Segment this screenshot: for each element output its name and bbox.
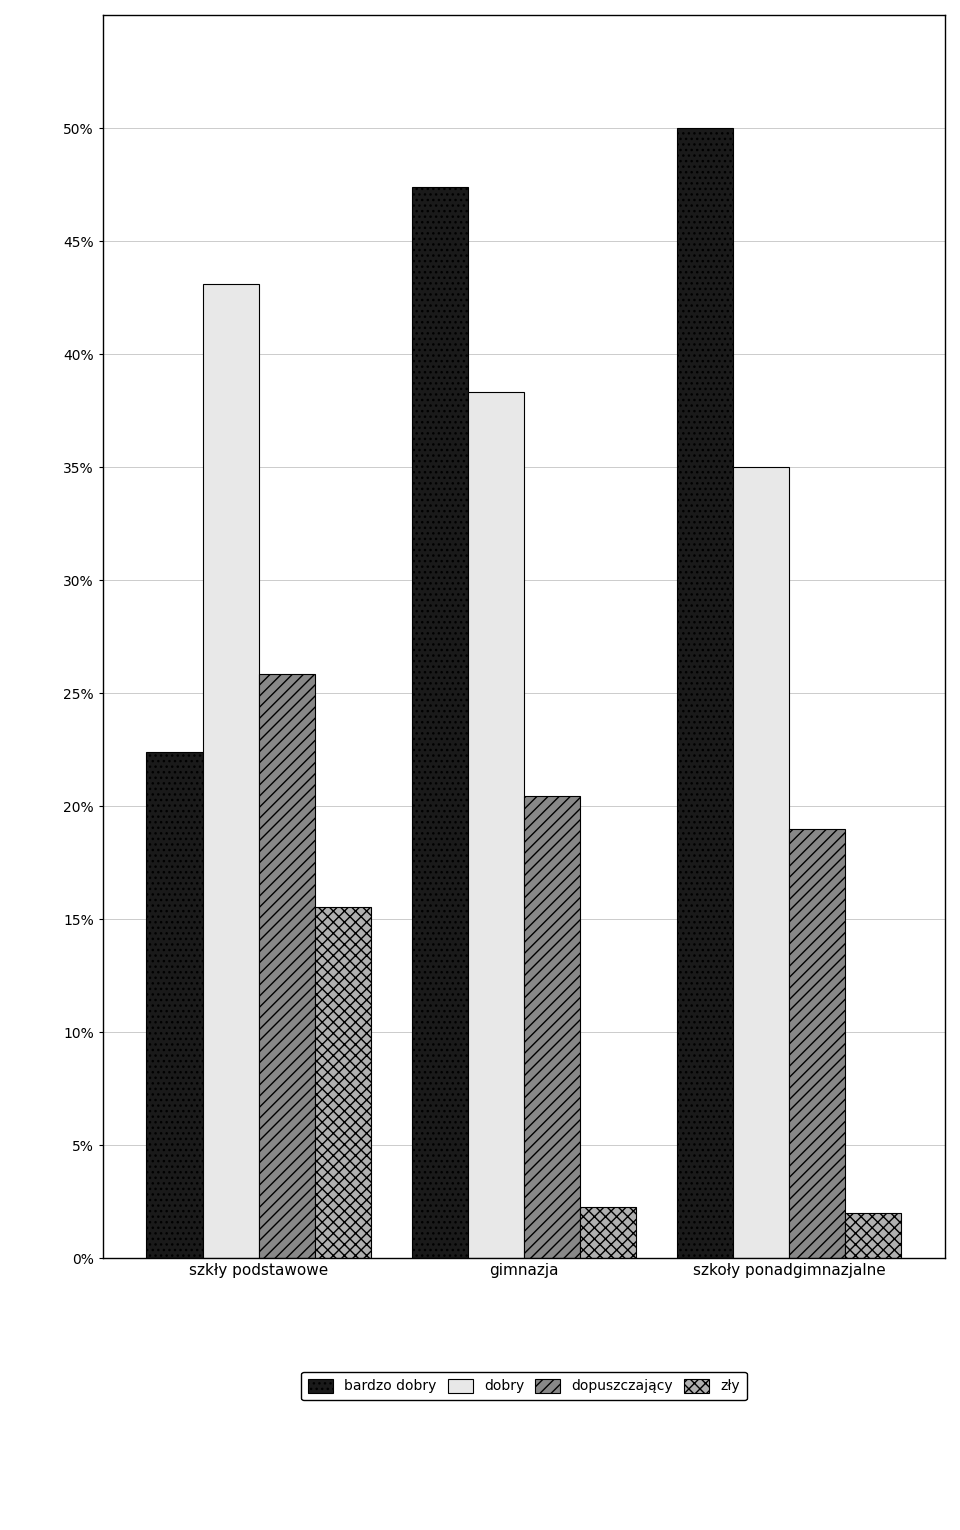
Bar (315, 907, 372, 1258)
Bar (732, 467, 789, 1258)
Bar (580, 1207, 636, 1258)
Bar (524, 796, 580, 1258)
Bar (677, 129, 732, 1258)
Bar (147, 751, 203, 1258)
Bar (412, 188, 468, 1258)
Legend: bardzo dobry, dobry, dopuszczający, zły: bardzo dobry, dobry, dopuszczający, zły (301, 1372, 747, 1400)
Bar (845, 1213, 901, 1258)
Bar (259, 673, 315, 1258)
Bar (468, 392, 524, 1258)
Bar (789, 829, 845, 1258)
Bar (203, 285, 259, 1258)
